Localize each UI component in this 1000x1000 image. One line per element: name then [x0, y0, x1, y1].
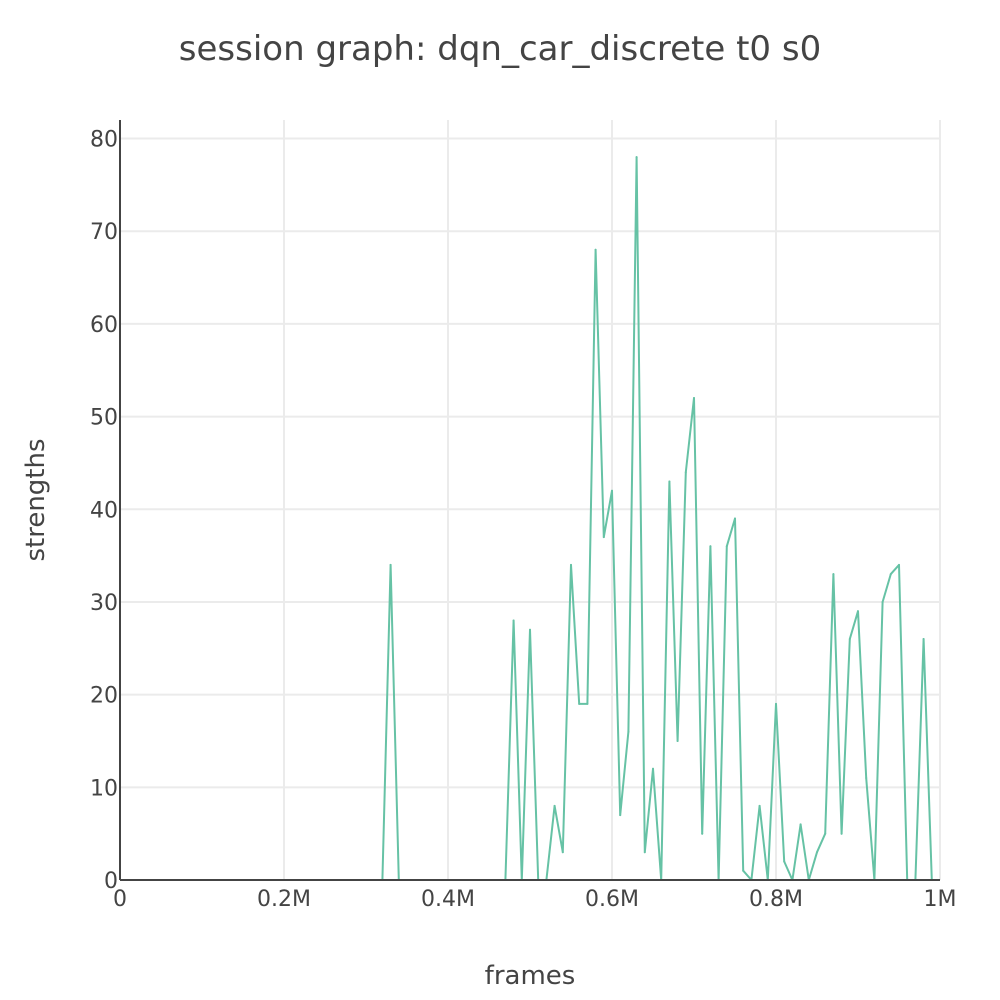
data-point [832, 573, 835, 576]
data-point [529, 628, 531, 631]
data-point [619, 814, 622, 817]
data-point [881, 601, 884, 603]
data-point [668, 480, 671, 483]
data-point [652, 767, 654, 770]
data-point [824, 832, 827, 835]
data-point [553, 804, 556, 807]
x-tick-label: 0.8M [749, 887, 803, 912]
grid-layer [120, 120, 941, 880]
data-point [840, 832, 843, 835]
x-tick-label: 0 [113, 887, 127, 912]
data-point [889, 573, 892, 576]
y-tick-label: 20 [90, 684, 118, 709]
y-axis-label: strengths [21, 438, 51, 561]
y-tick-label: 70 [90, 220, 118, 245]
tick-layer: 0 0.2M 0.4M 0.6M 0.8M 1M 0 10 20 30 40 50 60 70 80 [90, 128, 956, 912]
data-point [742, 869, 745, 872]
data-point [611, 489, 613, 492]
data-point [758, 804, 761, 807]
y-tick-label: 10 [90, 776, 118, 801]
data-point [725, 545, 728, 548]
axes-layer [119, 120, 940, 881]
data-point [701, 832, 704, 835]
x-tick-label: 0.6M [585, 887, 639, 912]
data-point [512, 619, 515, 622]
y-tick-label: 80 [90, 128, 118, 153]
x-tick-label: 0.2M [257, 887, 311, 912]
data-point [857, 610, 859, 613]
data-point [922, 638, 925, 640]
data-point [389, 563, 392, 566]
data-point [693, 397, 695, 399]
series-line [128, 156, 933, 881]
data-point [684, 471, 687, 474]
data-point [676, 740, 679, 742]
data-point [848, 638, 851, 640]
data-point [775, 702, 777, 705]
x-axis-label: frames [485, 961, 576, 991]
data-point [578, 702, 581, 705]
y-tick-label: 0 [104, 869, 118, 894]
data-point [709, 545, 712, 548]
y-tick-label: 50 [90, 406, 118, 431]
data-point [594, 248, 597, 251]
data-point [783, 860, 786, 863]
data-point [602, 536, 605, 539]
data-point [734, 517, 736, 520]
data-point [561, 851, 564, 854]
data-point [627, 730, 630, 733]
data-point [816, 851, 818, 854]
series-layer [127, 156, 933, 881]
x-tick-label: 0.4M [421, 887, 475, 912]
data-point [799, 823, 802, 826]
chart-title: session graph: dqn_car_discrete t0 s0 [179, 29, 821, 69]
x-tick-label: 1M [924, 887, 957, 912]
data-point [898, 563, 900, 566]
data-point [570, 563, 572, 566]
y-tick-label: 60 [90, 313, 118, 338]
data-point [586, 702, 589, 705]
data-point [635, 156, 638, 159]
data-point [865, 777, 868, 779]
y-tick-label: 40 [90, 498, 118, 523]
y-tick-label: 30 [90, 591, 118, 616]
data-point [643, 851, 646, 854]
